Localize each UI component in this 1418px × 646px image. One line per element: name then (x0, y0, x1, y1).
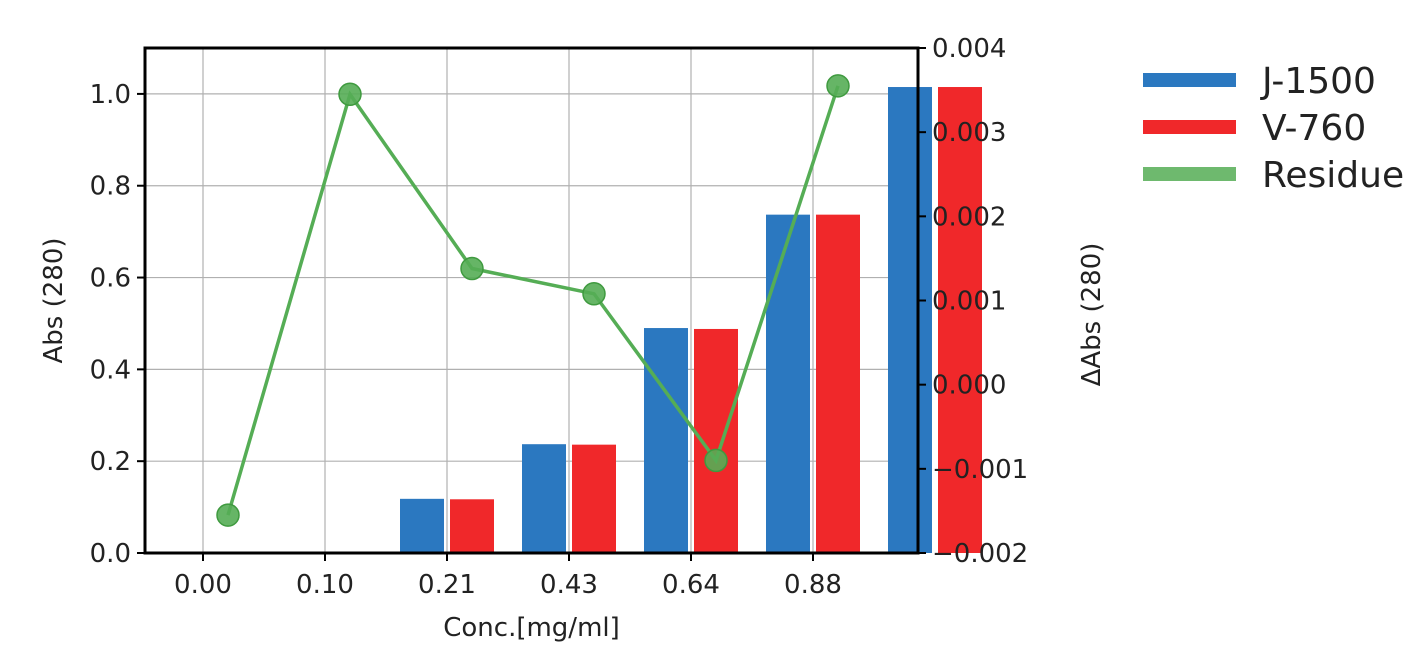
bar-v-760 (572, 444, 616, 553)
y2-tick-label: −0.002 (932, 539, 1028, 569)
legend: J-1500 V-760 Residue (1143, 61, 1404, 196)
residue-point (826, 74, 850, 98)
residue-point (460, 256, 484, 281)
y2-tick-label: −0.001 (932, 455, 1028, 485)
y2-tick-label: 0.000 (932, 371, 1006, 401)
x-tick-label: 0.43 (540, 570, 598, 600)
y-tick-label: 0.8 (90, 172, 131, 202)
x-tick-label: 0.64 (662, 570, 720, 600)
bar-j-1500 (522, 444, 566, 553)
x-axis-title: Conc.[mg/ml] (443, 613, 620, 643)
x-tick-label: 0.21 (418, 570, 476, 600)
residue-point (338, 82, 362, 107)
y2-tick-label: 0.004 (932, 34, 1006, 64)
legend-swatch (1143, 120, 1236, 134)
y-tick-label: 1.0 (90, 80, 131, 110)
y2-tick-label: 0.003 (932, 118, 1006, 148)
residue-line (216, 74, 850, 527)
y-axis-title: Abs (280) (39, 237, 69, 363)
bar-v-760 (816, 214, 860, 553)
legend-label: Residue (1262, 155, 1404, 196)
y-tick-label: 0.2 (90, 447, 131, 477)
residue-point (216, 503, 240, 527)
bar-j-1500 (766, 214, 810, 553)
axis-ticks: 0.00 0.10 0.21 0.43 0.64 0.88 0.0 0.2 0.4 0.6 0.8 1… (90, 34, 1029, 600)
residue-polyline (226, 85, 840, 516)
bar-v-760 (938, 87, 982, 553)
bar-v-760 (450, 499, 494, 553)
y2-tick-label: 0.001 (932, 287, 1006, 317)
y2-axis-title: ΔAbs (280) (1077, 243, 1107, 387)
residue-point (704, 448, 728, 473)
y-tick-label: 0.6 (90, 264, 131, 294)
y-tick-label: 0.4 (90, 355, 131, 385)
bars (400, 87, 982, 553)
legend-swatch (1143, 73, 1236, 87)
legend-label: V-760 (1262, 108, 1366, 149)
y2-tick-label: 0.002 (932, 202, 1006, 232)
y-tick-label: 0.0 (90, 539, 131, 569)
bar-j-1500 (644, 328, 688, 553)
legend-label: J-1500 (1260, 61, 1376, 102)
x-tick-label: 0.88 (784, 570, 842, 600)
x-tick-label: 0.00 (174, 570, 232, 600)
bar-j-1500 (400, 498, 444, 553)
bar-j-1500 (888, 87, 932, 553)
residue-point (582, 282, 606, 306)
legend-swatch (1143, 167, 1236, 181)
x-tick-label: 0.10 (296, 570, 354, 600)
